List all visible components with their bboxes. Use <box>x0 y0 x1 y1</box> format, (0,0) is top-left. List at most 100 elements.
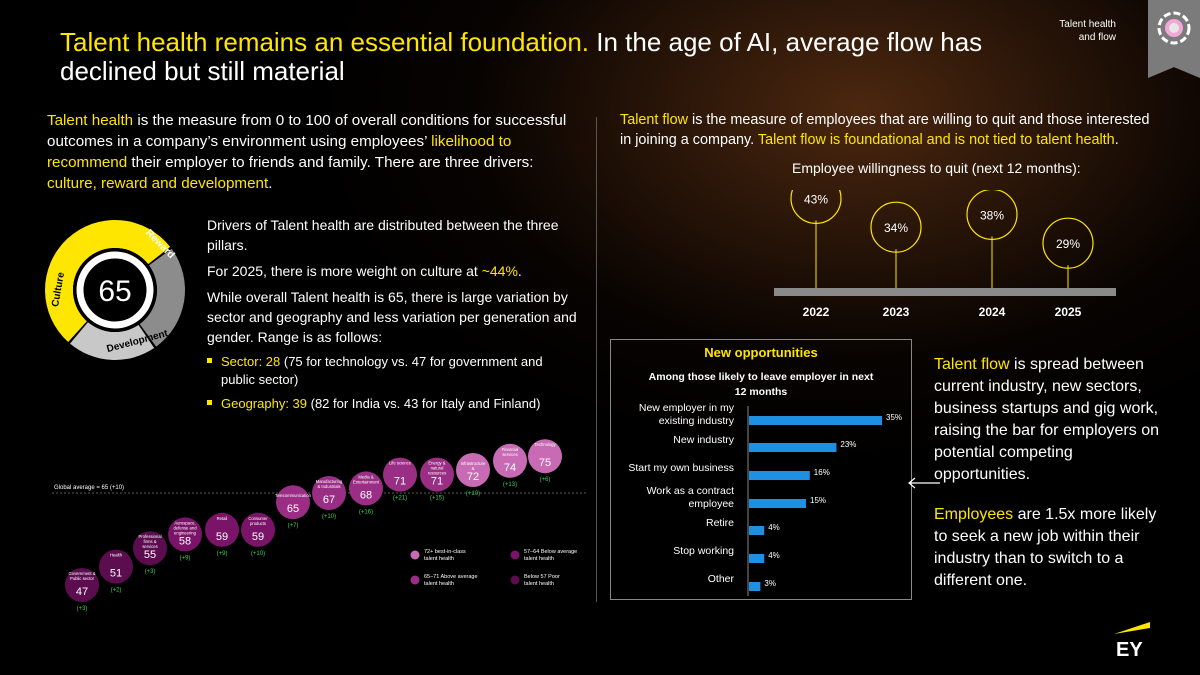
sector-bubble <box>205 512 239 547</box>
section-badge[interactable] <box>1148 0 1200 78</box>
drivers-paragraph: For 2025, there is more weight on cultur… <box>207 261 577 281</box>
sector-name: engineering <box>174 530 197 535</box>
legend-text: 57–64 Below average <box>524 549 577 555</box>
new-opportunities-chart: New opportunities Among those likely to … <box>628 345 902 596</box>
sector-change: (+10) <box>251 551 265 557</box>
quit-rate-value: 34% <box>884 221 908 235</box>
drivers-paragraph: Drivers of Talent health are distributed… <box>207 217 559 253</box>
drivers-paragraph: While overall Talent health is 65, there… <box>207 289 577 345</box>
sector-name: Consumer <box>248 516 268 521</box>
bullet-icon <box>207 358 212 363</box>
range-list: Sector: 28 (75 for technology vs. 47 for… <box>207 353 577 413</box>
sector-value: 68 <box>360 489 372 501</box>
sector-name: defense and <box>173 525 197 530</box>
legend-swatch <box>510 550 520 560</box>
sector-value: 74 <box>504 462 516 474</box>
legend-text: 65–71 Above average <box>424 574 478 580</box>
sector-value: 47 <box>76 586 88 598</box>
sector-name: Government & <box>69 571 96 576</box>
sector-name: Infrastructure <box>461 461 486 466</box>
quit-rate-value: 38% <box>980 208 1004 222</box>
sector-bubble <box>241 512 275 547</box>
sector-change: (+7) <box>288 523 299 529</box>
summary-term: Employees <box>934 506 1014 523</box>
sector-bubble <box>528 439 562 474</box>
new-opportunities-subheading-2: 12 months <box>735 386 788 398</box>
sector-name: services <box>502 452 517 457</box>
intro-text: is the measure from 0 to 100 of overall … <box>47 112 567 150</box>
donut-segment-development <box>70 322 155 360</box>
legend-swatch <box>410 550 420 560</box>
section-tag[interactable]: Talent health and flow <box>1026 18 1116 44</box>
sector-value: 59 <box>216 531 228 543</box>
sector-name: services <box>142 544 157 549</box>
column-divider <box>596 117 597 602</box>
summary-text: is spread between current industry, new … <box>934 356 1159 483</box>
sector-bubble <box>493 443 527 478</box>
sector-name: Technology <box>534 442 556 447</box>
timeline-circle <box>790 190 842 224</box>
opportunity-label: Work as a contract <box>647 485 734 497</box>
legend-text: talent health <box>424 581 454 587</box>
sector-name: resources <box>428 471 446 476</box>
sector-name: Entertainment <box>353 479 380 484</box>
page-title: Talent health remains an essential found… <box>60 28 1070 86</box>
sector-value: 55 <box>144 549 156 561</box>
sector-change: (+2) <box>111 588 122 594</box>
sector-name: Public sector <box>70 576 95 581</box>
drivers-text: Drivers of Talent health are distributed… <box>207 215 577 419</box>
opportunity-label: Stop working <box>673 545 734 557</box>
sector-name: Retail <box>217 516 228 521</box>
bullet-icon <box>207 400 212 405</box>
summary-text: are 1.5x more likely to seek a new job w… <box>934 506 1157 589</box>
opportunity-bar <box>749 526 765 535</box>
sector-name: Life science <box>389 461 412 466</box>
legend-text: Below 57 Poor <box>524 574 560 580</box>
intro-highlight: likelihood to recommend <box>47 133 512 171</box>
timeline-year: 2025 <box>1055 305 1082 319</box>
sector-bubble <box>383 457 417 492</box>
sector-bubble <box>65 568 99 602</box>
sector-change: (+6) <box>540 477 551 483</box>
sector-value: 75 <box>539 457 551 469</box>
sector-name: Health <box>110 553 123 558</box>
talent-flow-intro: Talent flow is the measure of employees … <box>620 110 1160 150</box>
sector-value: 59 <box>252 531 264 543</box>
intro-text: their employer to friends and family. Th… <box>127 154 534 171</box>
sector-value: 71 <box>431 476 443 488</box>
sector-change: (+21) <box>393 496 407 502</box>
sector-bubble <box>276 485 310 520</box>
sector-change: (+3) <box>77 606 88 612</box>
intro-text: is the measure of employees that are wil… <box>620 112 1150 148</box>
sector-value: 51 <box>110 568 122 580</box>
summary-paragraph: Talent flow is spread between current in… <box>934 354 1164 486</box>
opportunity-bar <box>749 554 765 563</box>
timeline-circle <box>870 201 922 253</box>
sector-name: Energy & <box>428 461 445 466</box>
opportunity-bar <box>749 499 806 508</box>
talent-health-term: Talent health <box>47 112 134 129</box>
sector-change: (+9) <box>217 551 228 557</box>
range-item: Geography: 39 (82 for India vs. 43 for I… <box>207 395 577 413</box>
timeline-year: 2022 <box>803 305 830 319</box>
sector-value: 58 <box>179 535 191 547</box>
sector-value: 65 <box>287 503 299 515</box>
sector-bubble <box>133 531 167 566</box>
sector-change: (+9) <box>180 555 191 561</box>
opportunity-label: New employer in my <box>639 402 735 414</box>
title-highlight: Talent health remains an essential found… <box>60 27 590 57</box>
drivers-text-span: . <box>517 263 522 279</box>
quit-rate-value: 29% <box>1056 237 1080 251</box>
sector-change: (+13) <box>503 482 517 488</box>
summary-paragraph: Employees are 1.5x more likely to seek a… <box>934 504 1164 592</box>
sector-bubble <box>456 453 490 487</box>
talent-health-donut: 65 Culture Reward Development <box>44 219 185 360</box>
title-rest: In the age of AI, average flow has decli… <box>60 27 983 86</box>
global-average-label: Global average = 65 (+10) <box>54 485 124 491</box>
range-text: (75 for technology vs. 47 for government… <box>221 354 543 387</box>
donut-center-value: 65 <box>98 275 131 308</box>
ey-logo: EY <box>1114 622 1150 660</box>
legend-swatch <box>510 575 520 585</box>
talent-flow-term: Talent flow <box>620 112 688 128</box>
quit-rate-value: 43% <box>804 192 828 206</box>
